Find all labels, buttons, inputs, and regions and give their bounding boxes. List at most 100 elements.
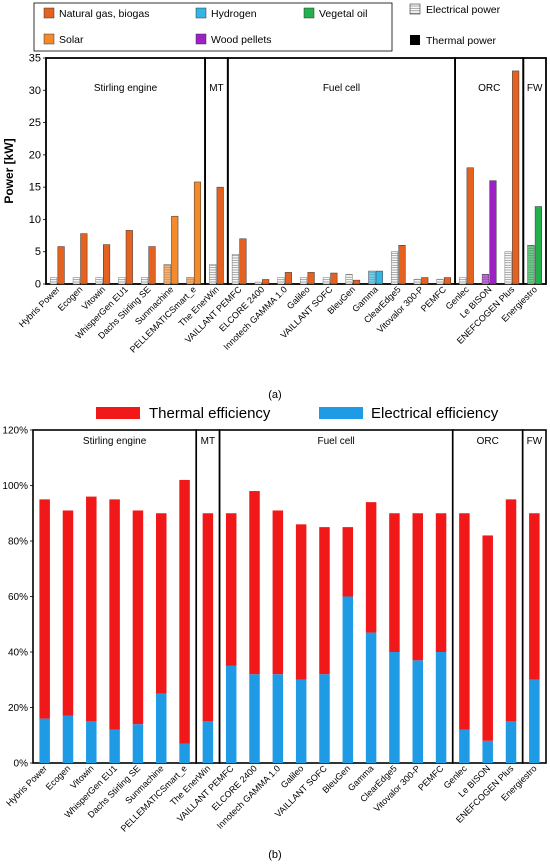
bar-thermal	[353, 279, 361, 285]
bar-thermal-efficiency	[389, 513, 400, 652]
bar-thermal-efficiency	[62, 510, 74, 716]
bar-electrical	[413, 278, 421, 285]
bar-electrical-efficiency	[295, 679, 307, 763]
y-tick-label: 0%	[14, 759, 29, 770]
group-label-3: ORC	[477, 436, 499, 447]
bar-thermal	[307, 272, 315, 285]
bar-electrical-hatch	[163, 264, 171, 284]
bar-electrical-efficiency	[156, 693, 167, 763]
legend-label-solar: Solar	[59, 34, 84, 46]
bar-electrical	[504, 251, 512, 285]
bar-electrical	[345, 274, 353, 285]
bar-thermal	[398, 245, 406, 285]
legend-swatch-gas	[43, 7, 55, 19]
bar-thermal-efficiency	[225, 513, 237, 666]
bar-thermal	[534, 206, 542, 285]
bar-electrical-efficiency	[505, 721, 517, 763]
x-tick-label: PEMFC	[419, 284, 449, 314]
bar-electrical	[436, 278, 444, 285]
bar-electrical-efficiency	[435, 652, 447, 763]
group-label-3: ORC	[478, 83, 500, 94]
y-tick-label: 40%	[8, 648, 28, 659]
y-tick-label: 0	[35, 279, 41, 291]
bar-thermal	[466, 167, 474, 285]
bar-thermal-efficiency	[435, 513, 447, 652]
legend-swatch-thermal	[96, 407, 140, 419]
legend-box	[33, 2, 393, 52]
bar-thermal	[330, 272, 338, 285]
bar-thermal	[171, 215, 179, 285]
bar-electrical-efficiency	[529, 679, 540, 763]
legend-swatch-hydrogen	[195, 7, 207, 19]
bar-electrical	[390, 251, 399, 285]
bar-thermal	[148, 246, 156, 285]
bar-thermal	[193, 181, 202, 285]
bar-electrical	[95, 277, 103, 285]
legend-swatch-thermal	[410, 35, 420, 45]
bar-thermal-efficiency	[319, 527, 330, 675]
y-tick-label: 100%	[2, 481, 28, 492]
y-tick-label: 15	[29, 182, 41, 194]
group-label-0: Stirling engine	[94, 83, 158, 94]
group-label-0: Stirling engine	[83, 436, 147, 447]
efficiency-chart: Thermal efficiency Electrical efficiency 0…	[2, 405, 547, 861]
bar-electrical-efficiency	[365, 632, 377, 763]
bar-thermal	[239, 238, 247, 285]
group-label-2: Fuel cell	[323, 83, 360, 94]
legend-swatch-electrical	[409, 3, 421, 15]
bar-thermal	[103, 244, 111, 285]
x-tick-label: Hybris Power	[17, 284, 62, 329]
caption: (b)	[268, 849, 281, 861]
bar-thermal	[421, 277, 429, 285]
bar-thermal	[443, 277, 452, 285]
legend-swatch-electrical	[319, 407, 363, 419]
bar-thermal-efficiency	[156, 513, 167, 694]
y-tick-label: 25	[29, 117, 41, 129]
bar-electrical-hatch	[482, 274, 489, 284]
bar-thermal	[489, 180, 497, 285]
legend-label-gas: Natural gas, biogas	[59, 8, 149, 20]
legend-label-thermal: Thermal power	[426, 35, 497, 47]
bar-thermal-efficiency	[179, 479, 190, 744]
bar-electrical-efficiency	[412, 660, 423, 763]
bar-electrical	[231, 254, 239, 285]
y-tick-label: 30	[29, 85, 41, 97]
y-axis-label: Power [kW]	[2, 138, 16, 203]
bar-electrical	[50, 277, 58, 285]
power-chart: Natural gas, biogas Hydrogen Vegetal oil So…	[2, 2, 547, 401]
bar-electrical-efficiency	[459, 729, 470, 763]
bar-thermal-efficiency	[365, 502, 377, 633]
bar-thermal	[375, 270, 383, 285]
bar-thermal	[216, 186, 224, 285]
bar-thermal	[125, 230, 133, 285]
bar-thermal-efficiency	[412, 513, 423, 661]
bar-electrical-efficiency	[272, 674, 284, 763]
bar-electrical	[254, 281, 262, 285]
bar-thermal-efficiency	[132, 510, 144, 725]
y-tick-label: 10	[29, 214, 41, 226]
y-tick-label: 60%	[8, 592, 28, 603]
bar-electrical-efficiency	[319, 674, 330, 763]
bar-electrical-efficiency	[482, 740, 493, 763]
group-label-4: FW	[527, 436, 543, 447]
legend-label-vegetal: Vegetal oil	[319, 8, 367, 20]
x-tick-label: Ecogen	[44, 763, 73, 792]
x-tick-label: Hybris Power	[4, 763, 49, 808]
bar-thermal-efficiency	[86, 496, 97, 722]
bar-thermal-efficiency	[505, 499, 517, 722]
bar-electrical	[72, 277, 80, 285]
legend-label-thermal: Thermal efficiency	[149, 405, 271, 422]
y-tick-label: 5	[35, 246, 41, 258]
bar-thermal-efficiency	[39, 499, 50, 719]
bar-thermal-efficiency	[109, 499, 120, 730]
bar-thermal-efficiency	[272, 510, 284, 675]
bar-electrical	[118, 277, 126, 285]
bar-electrical-efficiency	[39, 718, 50, 763]
legend-label-electrical: Electrical power	[426, 4, 501, 16]
caption: (a)	[268, 389, 281, 401]
bar-thermal-efficiency	[202, 513, 214, 722]
bar-electrical-hatch	[527, 245, 535, 284]
bar-electrical-efficiency	[389, 652, 400, 763]
bar-electrical	[300, 277, 308, 285]
